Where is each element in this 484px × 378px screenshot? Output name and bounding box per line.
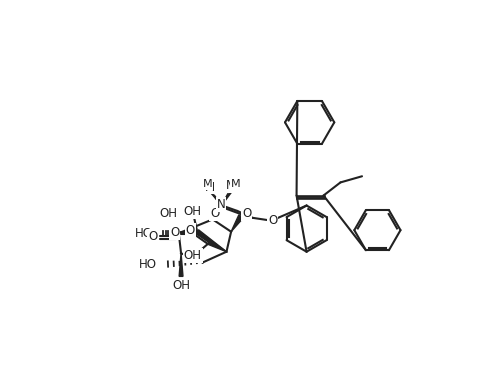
Text: O: O	[242, 208, 251, 220]
Polygon shape	[209, 240, 227, 252]
Text: O: O	[211, 208, 220, 220]
Text: OH: OH	[159, 207, 177, 220]
Polygon shape	[231, 215, 243, 232]
Text: OH: OH	[172, 279, 190, 292]
Text: M: M	[205, 181, 215, 194]
Text: M: M	[202, 179, 212, 189]
Text: OH: OH	[183, 205, 202, 218]
Text: O: O	[148, 230, 157, 243]
Text: M: M	[226, 179, 236, 192]
Text: O: O	[186, 224, 195, 237]
Text: OH: OH	[183, 249, 202, 262]
Text: HO: HO	[139, 257, 157, 271]
Text: O: O	[268, 214, 277, 228]
Polygon shape	[196, 230, 227, 252]
Text: N: N	[217, 198, 226, 211]
Text: M: M	[231, 179, 241, 189]
Text: HO: HO	[135, 227, 152, 240]
Polygon shape	[179, 253, 183, 276]
Text: O: O	[170, 226, 180, 239]
